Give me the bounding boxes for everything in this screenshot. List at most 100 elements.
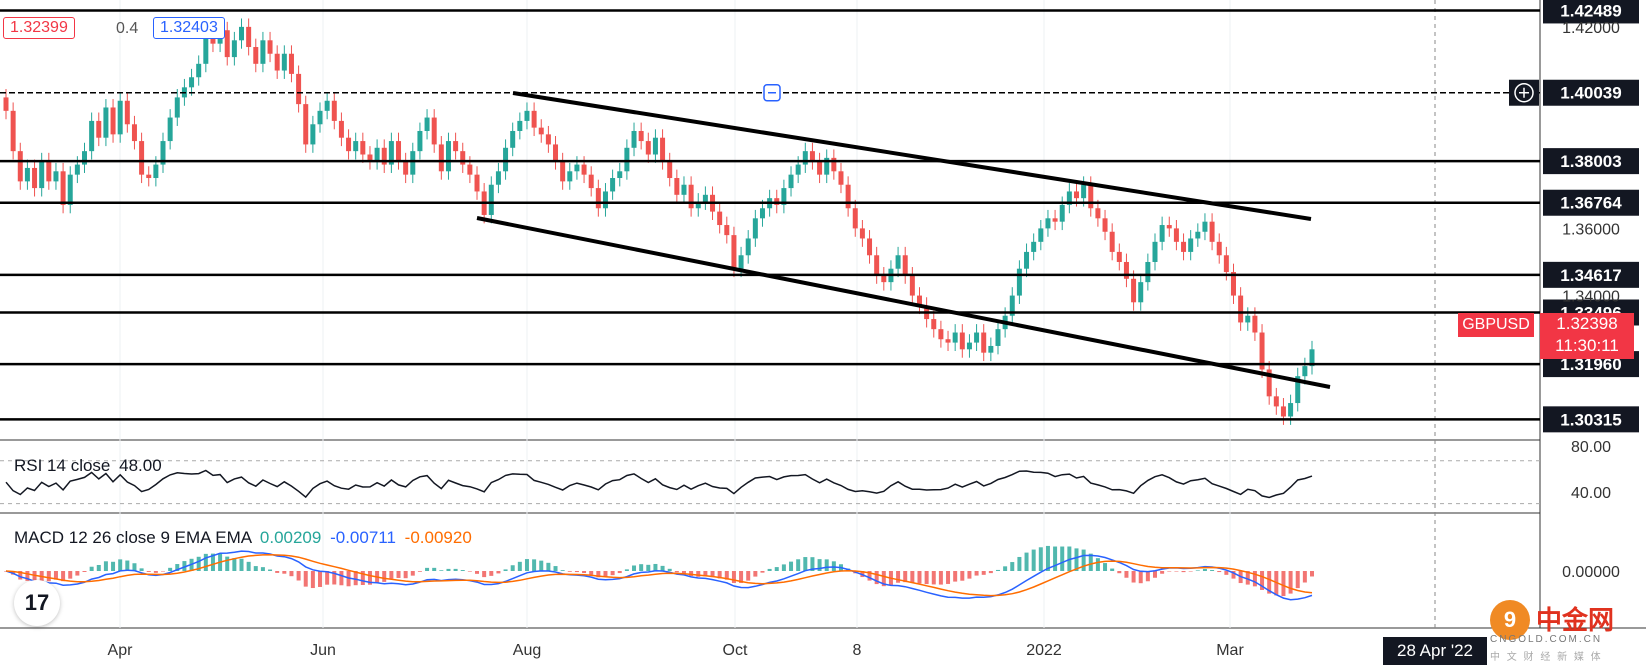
macd-histogram-bar [1145, 571, 1150, 582]
level-label: 1.40039 [1543, 79, 1639, 106]
macd-histogram-bar [674, 571, 679, 573]
symbol-name: GBPUSD [1462, 316, 1530, 333]
candle-body [96, 120, 102, 138]
candle-body [1230, 272, 1236, 296]
macd-histogram-bar [960, 571, 965, 581]
macd-histogram-bar [703, 571, 708, 577]
time-axis-label: Apr [108, 642, 134, 659]
macd-histogram-bar [988, 571, 993, 574]
macd-label: MACD 12 26 close 9 EMA EMA [14, 528, 252, 547]
candle-body [288, 53, 294, 74]
candle-body [324, 100, 330, 111]
macd-histogram-bar [446, 568, 451, 571]
candle-body [1288, 403, 1294, 417]
candle-body [60, 171, 66, 205]
candle-body [1295, 376, 1301, 404]
macd-histogram-bar [32, 571, 37, 583]
macd-histogram-bar [739, 571, 744, 583]
candle-body [388, 141, 394, 165]
macd-histogram-bar [1195, 570, 1200, 571]
candle-body [331, 100, 337, 121]
trend-channel[interactable] [476, 91, 1331, 389]
macd-histogram-bar [546, 562, 551, 571]
candle-body [595, 188, 601, 209]
macd-histogram-bar [425, 567, 430, 571]
candle-body [39, 161, 45, 189]
symbol-tag[interactable]: GBPUSD [1458, 313, 1534, 337]
candle-body [652, 137, 658, 155]
candle-body [1038, 228, 1044, 242]
candle-body [239, 26, 245, 41]
macd-histogram-bar [353, 571, 358, 586]
level-label-bg [1543, 0, 1639, 24]
candle-body [638, 130, 644, 142]
time-axis-label: Mar [1216, 642, 1244, 659]
macd-histogram-bar [225, 556, 230, 571]
macd-histogram-bar [660, 565, 665, 571]
candle-body [117, 100, 123, 135]
price-tag[interactable]: 1.32398 11:30:11 [1540, 313, 1634, 359]
macd-histogram-bar [1152, 571, 1157, 578]
macd-histogram-bar [774, 567, 779, 571]
level-label-bg [1543, 406, 1639, 433]
macd-histogram-bar [653, 563, 658, 571]
candle-body [895, 255, 901, 269]
macd-histogram-bar [810, 557, 815, 571]
macd-histogram-bar [532, 559, 537, 571]
candle-body [1209, 221, 1215, 242]
level-label: 1.42489 [1543, 0, 1639, 24]
macd-histogram-bar [439, 570, 444, 571]
rsi-axis-tick: 40.00 [1571, 485, 1611, 502]
watermark-tagline: 中 文 财 经 新 媒 体 [1490, 652, 1603, 663]
rsi-label: RSI 14 close [14, 456, 111, 475]
macd-histogram-bar [1074, 548, 1079, 571]
candle-body [931, 319, 937, 330]
macd-histogram-bar [146, 571, 151, 572]
candle-body [1252, 315, 1258, 333]
candle-body [360, 141, 366, 155]
level-label-text: 1.31960 [1560, 355, 1621, 374]
candle-body [296, 73, 302, 105]
candle-body [338, 120, 344, 138]
macd-histogram-bar [967, 571, 972, 579]
macd-legend[interactable]: MACD 12 26 close 9 EMA EMA 0.00209 -0.00… [14, 528, 472, 548]
candle-body [1145, 261, 1151, 283]
candle-body [124, 100, 130, 125]
macd-histogram-bar [817, 559, 822, 571]
bid-price-box[interactable]: 1.32399 [3, 17, 75, 39]
add-alert-icon[interactable] [1509, 79, 1539, 106]
price-axis-tick: 1.34000 [1562, 289, 1620, 306]
candle-body [139, 141, 145, 175]
candle-body [602, 191, 608, 209]
macd-histogram-bar [746, 571, 751, 581]
rsi-legend[interactable]: RSI 14 close 48.00 [14, 456, 162, 476]
macd-histogram-bar [382, 571, 387, 582]
candle-body [702, 194, 708, 202]
candle-body [731, 235, 737, 269]
candle-body [945, 339, 951, 343]
ask-price-box[interactable]: 1.32403 [153, 17, 225, 39]
macd-histogram-bar [289, 571, 294, 577]
horizontal-levels[interactable]: 1.424891.400391.380031.367641.346171.334… [0, 0, 1639, 433]
channel-upper-line [512, 91, 1312, 221]
candle-body [817, 161, 823, 175]
macd-histogram-bar [396, 571, 401, 578]
tradingview-logo[interactable]: 17 [14, 580, 60, 626]
watermark-brand: 中金网 [1536, 605, 1615, 635]
candle-body [82, 151, 88, 165]
macd-histogram-bar [724, 571, 729, 580]
rsi-line [5, 469, 1313, 499]
candle-body [874, 255, 880, 276]
candle-body [1259, 332, 1265, 370]
candle-body [174, 97, 180, 118]
candle-body [346, 137, 352, 152]
candle-body [981, 332, 987, 353]
macd-histogram-bar [910, 571, 915, 583]
candle-body [438, 144, 444, 172]
candle-body [374, 147, 380, 162]
candle-body [824, 157, 830, 175]
macd-histogram-bar [981, 571, 986, 575]
price-axis: 1.42000 1.36000 1.34000 [1562, 20, 1620, 306]
macd-histogram-bar [1288, 571, 1293, 594]
candle-body [588, 174, 594, 189]
